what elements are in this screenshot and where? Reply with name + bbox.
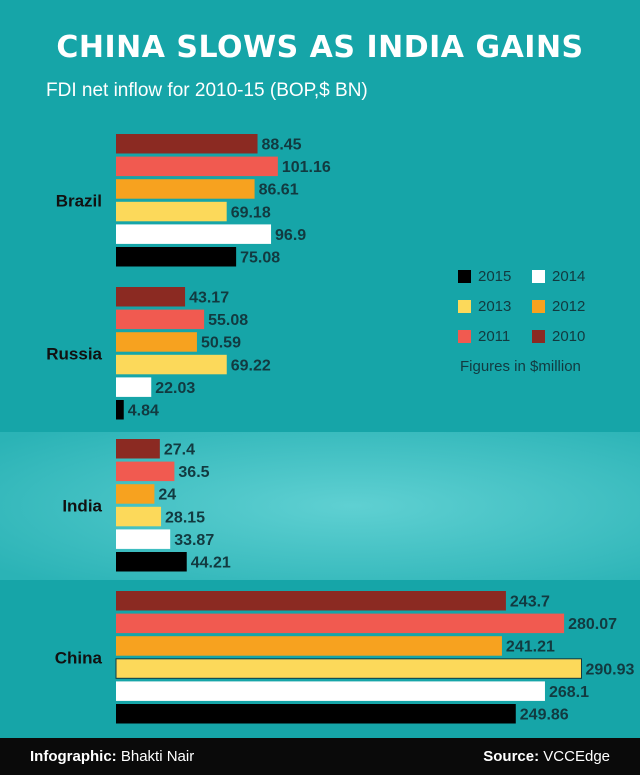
data-label-china-2014: 268.1 (549, 684, 589, 701)
bar-india-2013 (116, 506, 162, 527)
data-label-china-2010: 243.7 (510, 594, 550, 611)
data-label-brazil-2014: 96.9 (275, 227, 306, 244)
data-label-china-2015: 249.86 (520, 707, 569, 724)
bar-india-2010 (116, 439, 160, 459)
data-label-china-2011: 280.07 (568, 616, 617, 633)
chart-title: CHINA SLOWS AS INDIA GAINS (56, 30, 584, 65)
legend-item-2012: 2012 (532, 298, 585, 315)
chart-subtitle: FDI net inflow for 2010-15 (BOP,$ BN) (46, 80, 368, 101)
legend-item-2010: 2010 (532, 328, 585, 345)
legend-label-2011: 2011 (478, 328, 511, 345)
source-label: Source: (483, 748, 540, 765)
bar-china-2010 (116, 591, 506, 611)
bar-brazil-2010 (116, 134, 258, 154)
bar-brazil-2012 (116, 179, 255, 199)
data-label-india-2013: 28.15 (165, 509, 205, 526)
legend-label-2015: 2015 (478, 268, 512, 285)
legend-swatch-2013 (458, 300, 471, 313)
legend-label-2012: 2012 (552, 298, 586, 315)
data-label-brazil-2010: 88.45 (262, 137, 302, 154)
legend-item-2013: 2013 (458, 298, 511, 315)
data-label-china-2013: 290.93 (585, 661, 634, 678)
data-label-russia-2015: 4.84 (128, 403, 159, 420)
footer-source: Source: VCCEdge (483, 748, 610, 765)
legend-label-2014: 2014 (552, 268, 586, 285)
bar-china-2013 (115, 658, 582, 679)
data-label-russia-2010: 43.17 (189, 290, 229, 307)
bar-brazil-2015 (116, 247, 237, 267)
credit-label: Infographic: (30, 748, 117, 765)
data-label-brazil-2013: 69.18 (231, 204, 271, 221)
bar-india-2012 (116, 484, 155, 504)
data-label-brazil-2011: 101.16 (282, 159, 331, 176)
data-label-india-2012: 24 (158, 487, 176, 504)
category-label-china: China (55, 648, 103, 667)
bar-china-2015 (116, 704, 516, 724)
legend-swatch-2015 (458, 270, 471, 283)
highlight-band-india (0, 432, 640, 580)
legend-swatch-2010 (532, 330, 545, 343)
category-label-russia: Russia (46, 344, 102, 363)
category-label-brazil: Brazil (56, 191, 102, 210)
data-label-india-2010: 27.4 (164, 442, 195, 459)
bar-russia-2013 (116, 354, 227, 375)
source-name: VCCEdge (543, 748, 610, 765)
data-label-russia-2012: 50.59 (201, 335, 241, 352)
legend-item-2015: 2015 (458, 268, 511, 285)
bar-india-2011 (116, 461, 175, 482)
credit-name: Bhakti Nair (120, 748, 195, 765)
bar-russia-2011 (116, 309, 205, 330)
bar-russia-2010 (116, 287, 186, 307)
data-label-russia-2011: 55.08 (208, 312, 248, 329)
legend-swatch-2011 (458, 330, 471, 343)
data-label-russia-2014: 22.03 (155, 380, 195, 397)
bar-brazil-2013 (116, 201, 227, 222)
bar-china-2011 (116, 613, 565, 634)
data-label-india-2011: 36.5 (178, 464, 209, 481)
legend-item-2011: 2011 (458, 328, 510, 345)
bar-china-2012 (116, 636, 502, 656)
category-label-india: India (62, 496, 102, 515)
data-label-china-2012: 241.21 (506, 639, 555, 656)
bar-brazil-2014 (116, 224, 272, 244)
footer-credit: Infographic: Bhakti Nair (30, 748, 194, 765)
bar-china-2014 (116, 681, 545, 701)
bar-russia-2014 (116, 377, 152, 397)
data-label-brazil-2012: 86.61 (259, 182, 299, 199)
bar-india-2015 (116, 552, 187, 572)
data-label-india-2014: 33.87 (174, 532, 214, 549)
units-note: Figures in $million (460, 358, 581, 375)
bar-india-2014 (116, 529, 171, 549)
legend-swatch-2012 (532, 300, 545, 313)
legend-item-2014: 2014 (532, 268, 585, 285)
legend-label-2013: 2013 (478, 298, 512, 315)
legend-swatch-2014 (532, 270, 545, 283)
bar-brazil-2011 (116, 156, 278, 177)
bar-russia-2015 (116, 400, 124, 420)
data-label-brazil-2015: 75.08 (240, 250, 280, 267)
data-label-india-2015: 44.21 (191, 555, 231, 572)
footer-bar: Infographic: Bhakti Nair Source: VCCEdge (0, 738, 640, 775)
bar-russia-2012 (116, 332, 197, 352)
legend-label-2010: 2010 (552, 328, 586, 345)
data-label-russia-2013: 69.22 (231, 357, 271, 374)
